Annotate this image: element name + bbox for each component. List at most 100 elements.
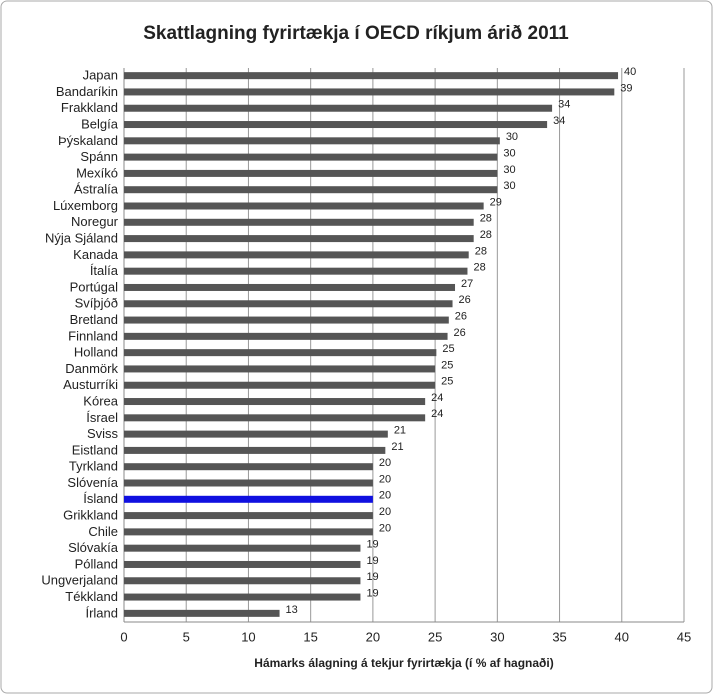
value-label: 19 [366, 571, 378, 583]
value-label: 25 [442, 343, 454, 355]
value-label: 27 [461, 278, 473, 290]
y-tick-label: Grikkland [63, 508, 118, 523]
x-tick-label: 25 [428, 629, 442, 644]
y-tick-label: Sviss [87, 426, 119, 441]
value-label: 21 [394, 425, 406, 437]
y-tick-label: Spánn [80, 149, 118, 164]
y-tick-label: Ísrael [86, 410, 118, 425]
bar [124, 544, 361, 552]
bar [124, 267, 468, 275]
y-tick-label: Eistland [72, 442, 118, 457]
bar [124, 398, 426, 406]
x-tick-label: 30 [490, 629, 504, 644]
y-tick-label: Bretland [70, 312, 118, 327]
value-label: 25 [441, 376, 453, 388]
bar [124, 332, 448, 340]
y-tick-label: Noregur [71, 214, 119, 229]
x-tick-label: 15 [303, 629, 317, 644]
y-tick-label: Tékkland [65, 589, 118, 604]
y-tick-label: Lúxemborg [53, 198, 118, 213]
value-label: 30 [503, 148, 515, 160]
x-tick-label: 35 [552, 629, 566, 644]
value-label: 28 [480, 229, 492, 241]
x-axis-title: Hámarks álagning á tekjur fyrirtækja (í … [254, 656, 553, 670]
bar [124, 593, 361, 601]
y-tick-label: Finnland [68, 328, 118, 343]
bar [124, 72, 619, 80]
y-tick-label: Slóvakía [68, 540, 119, 555]
y-tick-label: Chile [88, 524, 118, 539]
bar [124, 218, 474, 226]
x-tick-label: 20 [366, 629, 380, 644]
value-label: 19 [366, 587, 378, 599]
bar [124, 186, 498, 194]
y-tick-label: Pólland [75, 556, 118, 571]
y-tick-label: Portúgal [70, 279, 119, 294]
bar [124, 577, 361, 585]
y-tick-label: Bandaríkin [56, 84, 118, 99]
y-tick-label: Svíþjóð [75, 296, 118, 311]
y-tick-label: Ástralía [74, 182, 119, 197]
bar [124, 316, 449, 324]
value-label: 40 [624, 66, 636, 78]
y-tick-label: Japan [83, 68, 118, 83]
bar [124, 235, 474, 243]
y-tick-label: Danmörk [65, 361, 118, 376]
bar [124, 446, 386, 454]
bar [124, 381, 436, 389]
bar [124, 104, 553, 112]
value-label: 20 [379, 473, 391, 485]
bar [124, 300, 453, 308]
bar [124, 560, 361, 568]
bar [124, 283, 456, 291]
bar [124, 495, 373, 503]
value-label: 20 [379, 522, 391, 534]
bar [124, 414, 426, 422]
value-label: 30 [506, 131, 518, 143]
bar [124, 121, 548, 129]
value-label: 26 [459, 294, 471, 306]
value-label: 25 [441, 359, 453, 371]
x-tick-label: 10 [241, 629, 255, 644]
y-tick-label: Ítalía [90, 263, 119, 278]
value-label: 13 [286, 604, 298, 616]
chart-title: Skattlagning fyrirtækja í OECD ríkjum ár… [143, 23, 569, 44]
bar [124, 251, 469, 259]
value-label: 30 [503, 180, 515, 192]
value-label: 19 [366, 555, 378, 567]
y-tick-label: Mexíkó [76, 165, 118, 180]
value-label: 24 [431, 408, 443, 420]
value-label: 28 [475, 245, 487, 257]
y-tick-label: Ungverjaland [41, 573, 118, 588]
value-label: 24 [431, 392, 443, 404]
bar [124, 202, 484, 210]
bar [124, 365, 436, 373]
value-label: 19 [366, 539, 378, 551]
x-tick-label: 0 [120, 629, 127, 644]
bar [124, 349, 437, 357]
y-tick-label: Írland [85, 605, 118, 620]
x-tick-label: 40 [615, 629, 629, 644]
bar [124, 137, 500, 145]
value-label: 20 [379, 457, 391, 469]
x-tick-label: 5 [183, 629, 190, 644]
y-tick-label: Kanada [73, 247, 119, 262]
bar [124, 169, 498, 177]
y-tick-label: Belgía [81, 116, 119, 131]
bar [124, 512, 373, 520]
x-tick-label: 45 [677, 629, 691, 644]
value-label: 20 [379, 490, 391, 502]
value-label: 20 [379, 506, 391, 518]
value-label: 39 [620, 82, 632, 94]
value-label: 28 [473, 262, 485, 274]
bar [124, 153, 498, 161]
y-tick-label: Þýskaland [58, 133, 118, 148]
value-label: 26 [455, 310, 467, 322]
y-tick-label: Nýja Sjáland [45, 231, 118, 246]
value-label: 29 [490, 196, 502, 208]
y-tick-label: Tyrkland [69, 459, 118, 474]
value-label: 21 [391, 441, 403, 453]
y-tick-label: Ísland [83, 491, 118, 506]
bar [124, 528, 373, 536]
